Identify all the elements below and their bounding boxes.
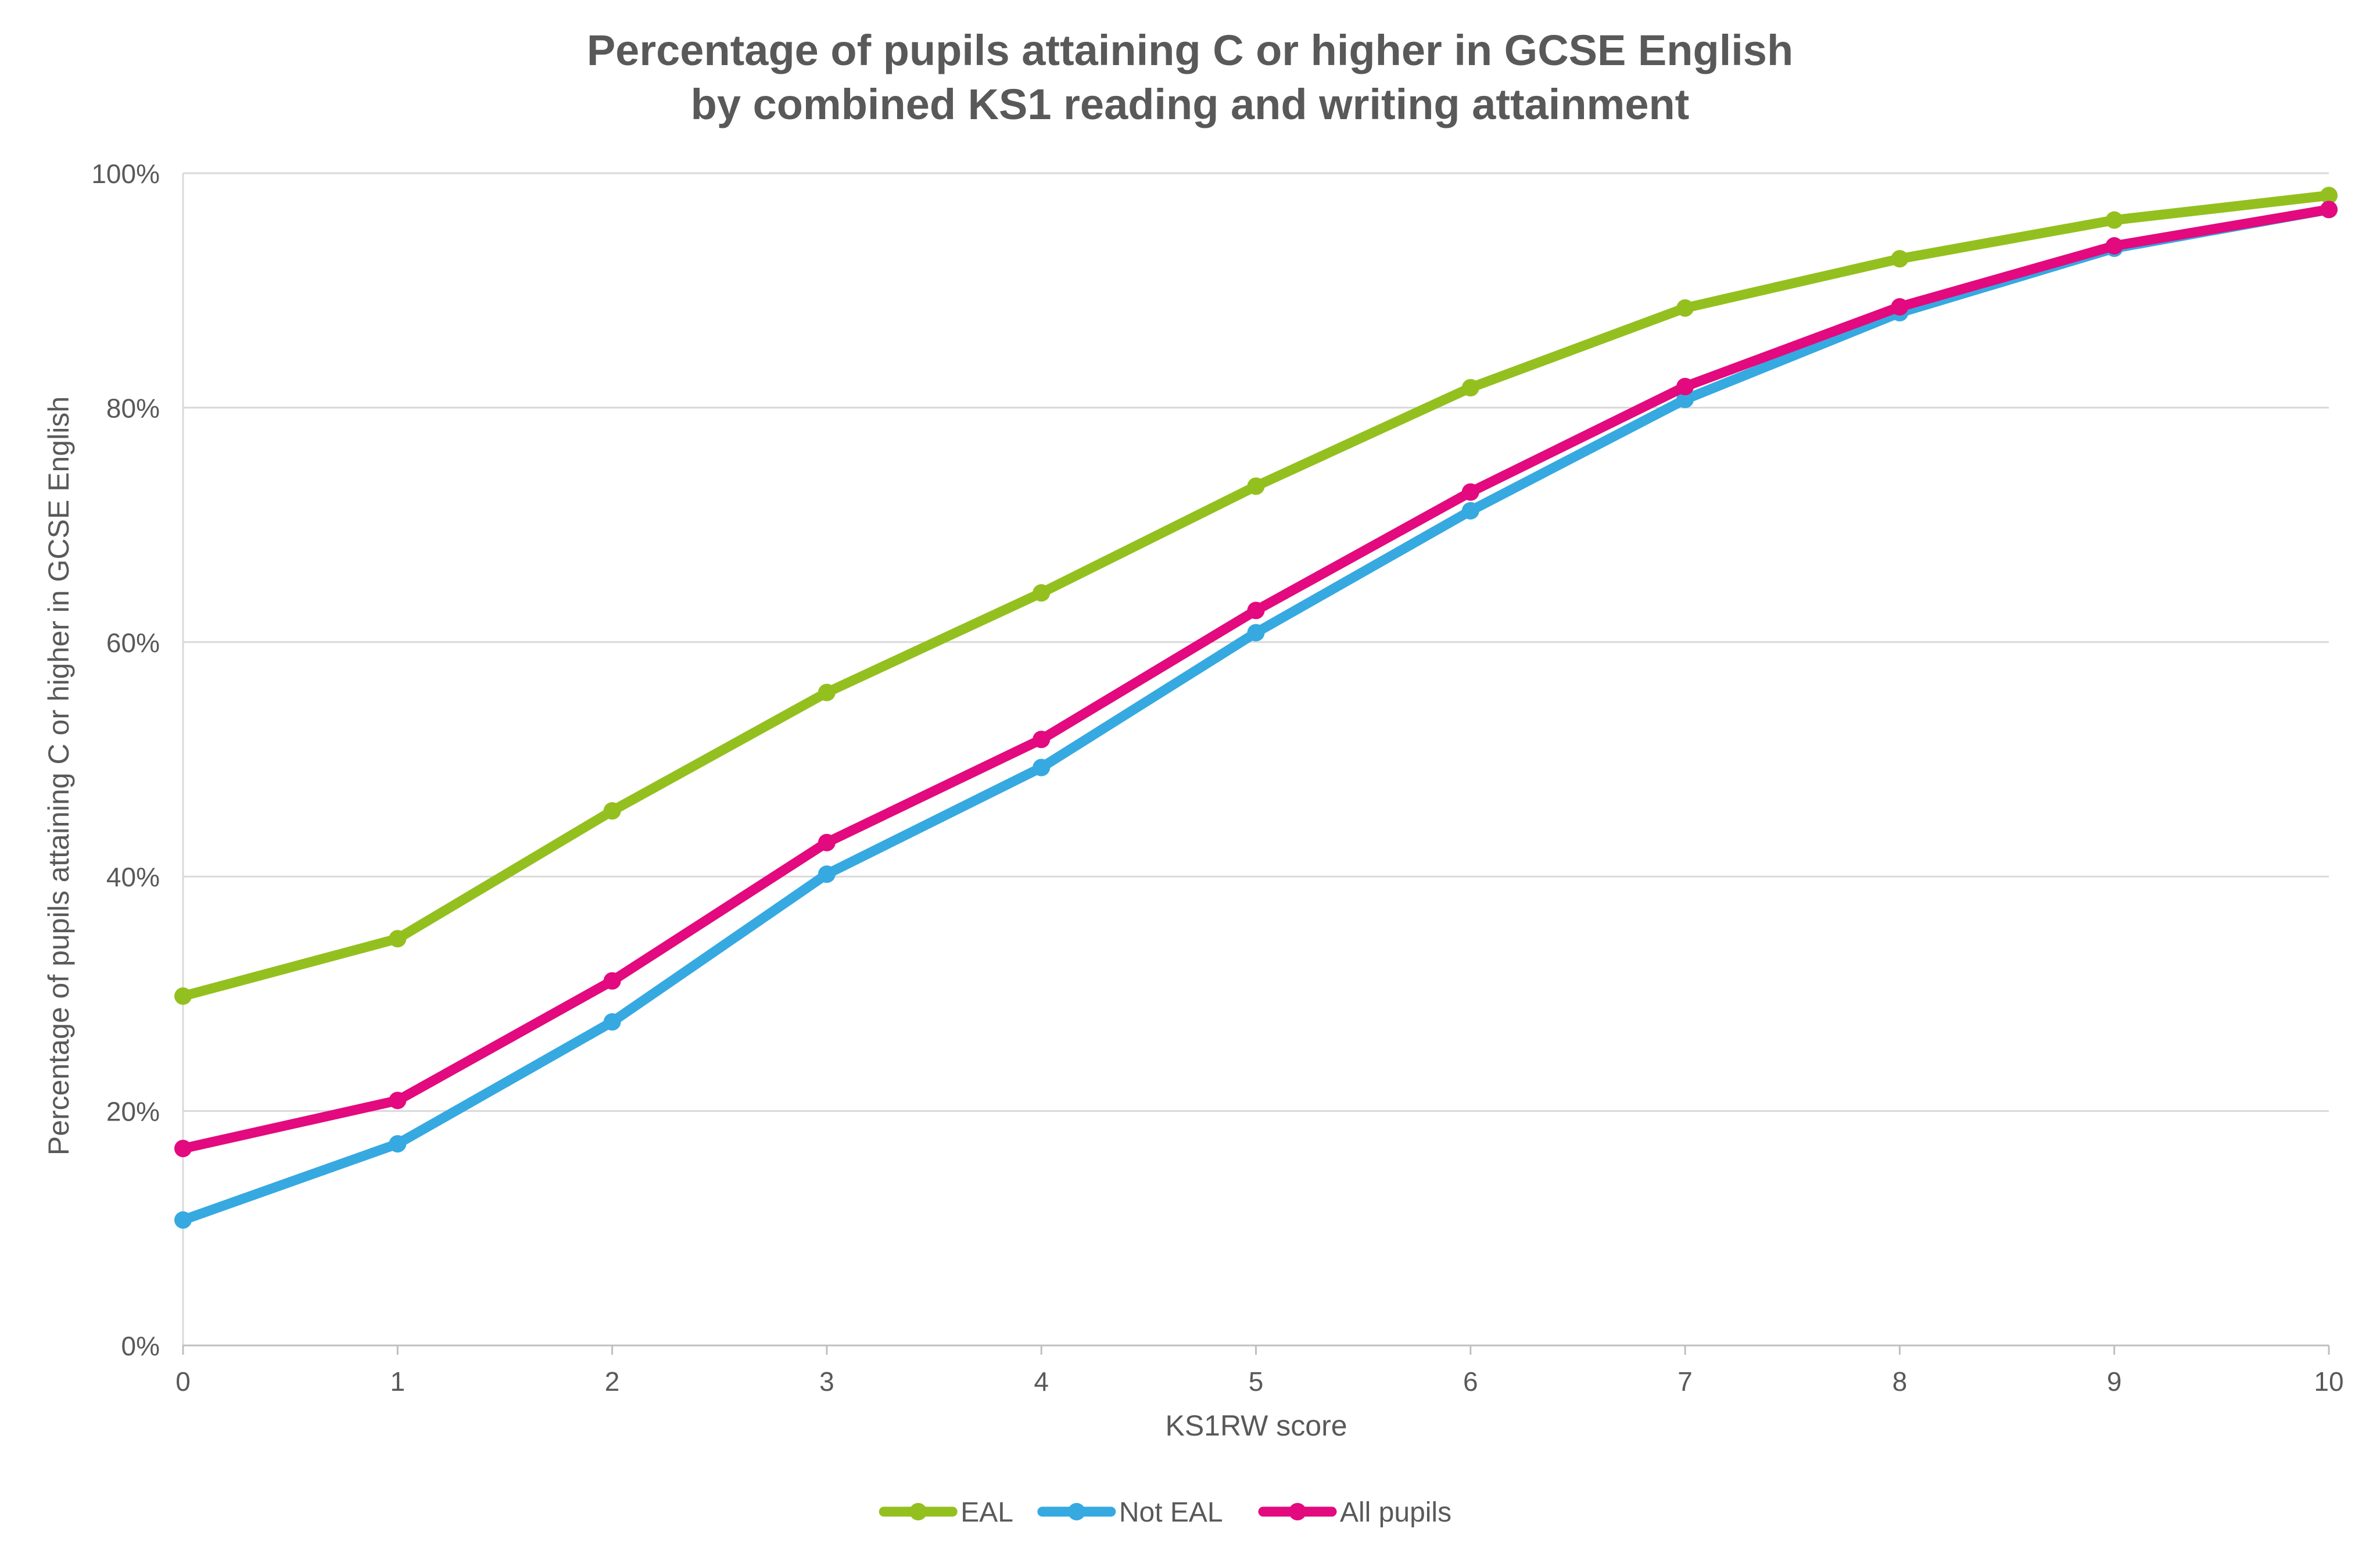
- y-tick-label: 80%: [106, 393, 160, 423]
- data-point: [174, 1211, 192, 1229]
- data-point: [2320, 187, 2338, 205]
- data-point: [389, 930, 407, 948]
- data-point: [174, 1140, 192, 1158]
- data-point: [1033, 584, 1051, 602]
- data-point: [1033, 731, 1051, 749]
- x-axis-label: KS1RW score: [1165, 1409, 1347, 1442]
- x-tick-label: 0: [175, 1366, 191, 1397]
- data-point: [1676, 378, 1694, 396]
- legend-swatch-marker: [909, 1503, 927, 1520]
- x-tick-label: 5: [1249, 1366, 1264, 1397]
- data-point: [389, 1091, 407, 1109]
- legend-label: Not EAL: [1119, 1497, 1223, 1528]
- x-tick-label: 6: [1463, 1366, 1478, 1397]
- legend: EAL Not EAL All pupils: [879, 1497, 1451, 1528]
- axes: [182, 173, 2330, 1355]
- legend-swatch-marker: [1289, 1503, 1306, 1520]
- data-point: [818, 865, 836, 883]
- data-point: [1461, 502, 1479, 520]
- x-tick-label: 1: [390, 1366, 406, 1397]
- data-point: [1461, 483, 1479, 501]
- data-point: [1461, 379, 1479, 397]
- x-tick-label: 10: [2314, 1366, 2343, 1397]
- data-point: [1891, 298, 1909, 316]
- y-axis-label: Percentage of pupils attaining C or high…: [42, 396, 75, 1155]
- series-line: [178, 205, 2334, 1225]
- data-point: [1247, 624, 1265, 642]
- data-point: [1891, 250, 1909, 268]
- gridlines: [183, 172, 2329, 1112]
- data-point: [2105, 211, 2123, 229]
- legend-label: EAL: [960, 1497, 1013, 1528]
- data-point: [2320, 201, 2338, 219]
- y-tick-label: 40%: [106, 862, 160, 892]
- x-tick-label: 8: [1892, 1366, 1908, 1397]
- data-point: [1676, 391, 1694, 409]
- data-point: [174, 987, 192, 1005]
- data-point: [1676, 299, 1694, 317]
- data-point: [818, 833, 836, 851]
- y-tick-labels: 0% 20% 40% 60% 80% 100%: [91, 159, 160, 1361]
- x-tick-label: 2: [605, 1366, 620, 1397]
- chart-title-line-2: by combined KS1 reading and writing atta…: [691, 80, 1690, 128]
- data-point: [1247, 477, 1265, 495]
- data-point: [603, 972, 621, 990]
- x-tick-label: 9: [2107, 1366, 2122, 1397]
- x-tick-labels: 0 1 2 3 4 5 6 7 8 9 10: [175, 1366, 2343, 1397]
- data-point: [1033, 758, 1051, 776]
- y-tick-label: 20%: [106, 1097, 160, 1127]
- series-line: [178, 205, 2334, 1154]
- y-tick-label: 0%: [121, 1331, 160, 1361]
- x-tick-label: 3: [819, 1366, 834, 1397]
- data-point: [818, 683, 836, 701]
- x-tick-label: 7: [1678, 1366, 1693, 1397]
- data-point: [603, 1013, 621, 1031]
- chart-title-line-1: Percentage of pupils attaining C or high…: [587, 26, 1793, 74]
- x-tick-label: 4: [1034, 1366, 1049, 1397]
- legend-label: All pupils: [1340, 1497, 1451, 1528]
- legend-swatch-marker: [1067, 1503, 1085, 1520]
- data-point: [2105, 237, 2123, 255]
- y-tick-label: 100%: [91, 159, 160, 189]
- series-lines: [174, 187, 2338, 1229]
- data-point: [389, 1135, 407, 1153]
- y-tick-label: 60%: [106, 628, 160, 658]
- data-point: [1247, 602, 1265, 620]
- data-point: [603, 802, 621, 820]
